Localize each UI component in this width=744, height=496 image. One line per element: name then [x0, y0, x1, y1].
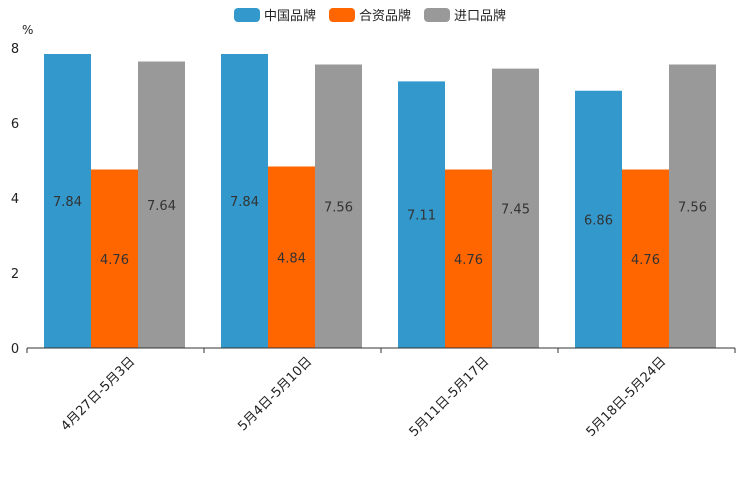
data-label-1-1: 7.84 [53, 195, 82, 210]
data-label-1-4: 6.86 [584, 213, 613, 228]
data-label-2-1: 4.76 [100, 253, 129, 268]
y-tick-label-0: 0 [11, 342, 19, 357]
data-label-3-1: 7.64 [147, 199, 176, 214]
x-category-label-3: 5月11日-5月17日 [407, 354, 493, 440]
data-label-3-4: 7.56 [678, 200, 707, 215]
bar-3-3 [492, 68, 539, 348]
data-label-2-3: 4.76 [454, 253, 483, 268]
legend-label-1: 中国品牌 [264, 8, 316, 24]
bar-1-2 [221, 54, 268, 348]
bar-2-1 [91, 169, 138, 348]
bar-1-1 [44, 54, 91, 348]
y-tick-label-2: 4 [11, 192, 19, 207]
y-tick-label-1: 2 [11, 267, 19, 282]
bar-3-4 [669, 64, 716, 348]
bars-group: 7.84 7.84 7.11 6.86 4.76 4.84 4.76 4.76 7.64 7.56… [44, 54, 716, 348]
y-axis-unit-label: % [22, 23, 33, 37]
legend-swatch-1 [234, 8, 260, 22]
data-label-1-3: 7.11 [407, 209, 436, 224]
legend-swatch-2 [329, 8, 355, 22]
data-label-3-2: 7.56 [324, 200, 353, 215]
data-label-2-2: 4.84 [277, 251, 306, 266]
data-label-2-4: 4.76 [631, 253, 660, 268]
y-tick-label-3: 6 [11, 117, 19, 132]
bar-3-1 [138, 61, 185, 348]
x-category-label-4: 5月18日-5月24日 [584, 354, 670, 440]
bar-1-3 [398, 81, 445, 348]
x-category-label-1: 4月27日-5月3日 [58, 354, 138, 434]
data-label-3-3: 7.45 [501, 202, 530, 217]
legend-label-2: 合资品牌 [359, 8, 411, 24]
y-tick-label-4: 8 [11, 42, 19, 57]
bar-1-4 [575, 90, 622, 348]
bar-2-3 [445, 169, 492, 348]
y-axis: 0 2 4 6 8 [11, 42, 19, 357]
legend-swatch-3 [424, 8, 450, 22]
legend-label-3: 进口品牌 [454, 8, 506, 24]
bar-2-4 [622, 169, 669, 348]
bar-2-2 [268, 166, 315, 348]
data-label-1-2: 7.84 [230, 195, 259, 210]
x-axis: 4月27日-5月3日 5月4日-5月10日 5月11日-5月17日 5月18日-5月2… [26, 347, 736, 440]
x-category-label-2: 5月4日-5月10日 [235, 354, 315, 434]
bar-3-2 [315, 64, 362, 348]
legend: 中国品牌 合资品牌 进口品牌 [234, 8, 506, 24]
